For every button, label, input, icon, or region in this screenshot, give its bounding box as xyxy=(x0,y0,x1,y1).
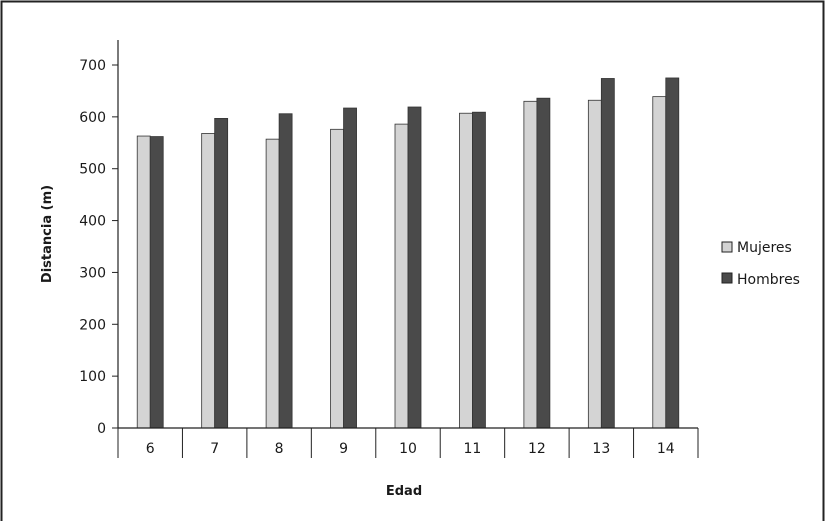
x-tick-label: 11 xyxy=(464,441,482,457)
bar-hombres-8 xyxy=(278,113,293,429)
bar-hombres-6 xyxy=(149,136,164,429)
bar-hombres-7 xyxy=(214,118,229,429)
bar-hombres-12 xyxy=(536,97,551,429)
x-tick-label: 8 xyxy=(275,441,284,457)
bar-mujeres-12 xyxy=(523,100,538,429)
axes xyxy=(117,40,698,429)
x-tick-label: 13 xyxy=(592,441,610,457)
bars xyxy=(136,77,680,429)
y-tick-label: 300 xyxy=(79,265,106,281)
bar-mujeres-8 xyxy=(265,138,280,429)
bar-mujeres-11 xyxy=(459,112,473,429)
bar-mujeres-9 xyxy=(330,128,344,429)
y-tick-label: 700 xyxy=(79,58,106,74)
bar-hombres-11 xyxy=(472,111,486,429)
bar-mujeres-13 xyxy=(587,99,602,429)
x-axis-title: Edad xyxy=(386,484,422,499)
y-tick-label: 600 xyxy=(79,110,106,126)
y-axis-ticks: 0 100 200 300 400 500 600 700 xyxy=(79,58,118,437)
y-tick-label: 400 xyxy=(79,214,106,230)
y-tick-label: 200 xyxy=(79,317,106,333)
x-axis-ticks: 6 7 8 9 10 11 12 13 14 xyxy=(117,428,699,458)
bar-mujeres-14 xyxy=(652,96,667,429)
bar-mujeres-6 xyxy=(136,135,151,429)
x-tick-label: 10 xyxy=(399,441,417,457)
legend-swatch-mujeres xyxy=(721,241,733,253)
bar-mujeres-7 xyxy=(201,133,216,429)
bar-hombres-14 xyxy=(665,77,680,429)
y-tick-label: 0 xyxy=(97,421,106,437)
x-tick-label: 14 xyxy=(657,441,675,457)
x-tick-label: 7 xyxy=(210,441,219,457)
bar-mujeres-10 xyxy=(394,123,409,429)
bar-hombres-10 xyxy=(407,106,422,429)
y-tick-label: 100 xyxy=(79,369,106,385)
legend: Mujeres Hombres xyxy=(721,240,800,288)
y-tick-label: 500 xyxy=(79,162,106,178)
x-tick-label: 9 xyxy=(339,441,348,457)
x-tick-label: 6 xyxy=(146,441,155,457)
x-tick-label: 12 xyxy=(528,441,546,457)
legend-label-hombres: Hombres xyxy=(737,272,800,288)
bar-hombres-9 xyxy=(343,107,357,429)
legend-swatch-hombres xyxy=(721,272,733,284)
legend-label-mujeres: Mujeres xyxy=(737,240,792,256)
bar-hombres-13 xyxy=(600,78,615,429)
y-axis-title: Distancia (m) xyxy=(40,185,55,283)
